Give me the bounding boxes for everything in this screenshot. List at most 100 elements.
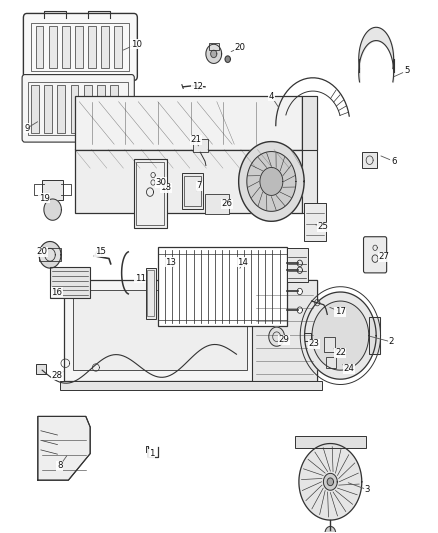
- Text: 22: 22: [335, 348, 346, 357]
- Circle shape: [45, 248, 55, 261]
- Circle shape: [39, 241, 61, 268]
- Bar: [184, 175, 201, 206]
- Circle shape: [297, 307, 302, 313]
- Bar: [31, 23, 130, 71]
- Text: 28: 28: [51, 371, 62, 380]
- Bar: [362, 152, 378, 168]
- Circle shape: [206, 44, 222, 63]
- Circle shape: [323, 473, 337, 490]
- Text: 26: 26: [221, 199, 232, 208]
- Bar: [88, 26, 96, 68]
- Bar: [145, 165, 161, 192]
- Bar: [75, 150, 302, 213]
- Circle shape: [297, 288, 302, 295]
- FancyBboxPatch shape: [22, 75, 134, 142]
- Circle shape: [299, 443, 362, 520]
- Text: 30: 30: [156, 178, 167, 187]
- Text: 1: 1: [148, 449, 154, 458]
- Text: 3: 3: [365, 485, 370, 494]
- Bar: [369, 317, 380, 354]
- Polygon shape: [38, 416, 90, 480]
- Circle shape: [269, 327, 285, 346]
- Bar: [326, 357, 336, 368]
- Bar: [114, 26, 122, 68]
- Bar: [182, 173, 203, 209]
- Text: 20: 20: [37, 247, 48, 256]
- Bar: [136, 163, 164, 225]
- Bar: [97, 85, 105, 133]
- Text: 21: 21: [191, 135, 202, 144]
- Circle shape: [312, 301, 369, 370]
- Bar: [28, 82, 128, 135]
- Bar: [39, 248, 61, 261]
- Polygon shape: [369, 317, 380, 354]
- Circle shape: [211, 50, 217, 58]
- Circle shape: [247, 151, 296, 212]
- Circle shape: [304, 292, 376, 379]
- Bar: [294, 436, 366, 448]
- Bar: [101, 26, 109, 68]
- Circle shape: [297, 260, 302, 266]
- Bar: [44, 85, 52, 133]
- Bar: [71, 85, 78, 133]
- Circle shape: [225, 56, 230, 62]
- Bar: [42, 180, 63, 200]
- Text: 16: 16: [51, 287, 62, 296]
- Bar: [31, 85, 39, 133]
- Bar: [304, 203, 326, 241]
- Text: 19: 19: [39, 194, 50, 203]
- Text: 17: 17: [335, 307, 346, 316]
- Circle shape: [44, 199, 61, 220]
- Text: 2: 2: [389, 337, 394, 346]
- Circle shape: [239, 142, 304, 221]
- Text: 9: 9: [24, 124, 30, 133]
- Bar: [57, 85, 65, 133]
- Circle shape: [260, 167, 283, 196]
- Bar: [158, 247, 287, 326]
- Text: 24: 24: [343, 364, 355, 373]
- Bar: [35, 26, 43, 68]
- Text: 13: 13: [166, 258, 177, 266]
- Circle shape: [325, 527, 336, 533]
- Bar: [73, 290, 247, 370]
- Text: 14: 14: [237, 258, 248, 266]
- Bar: [302, 96, 317, 213]
- Bar: [193, 139, 208, 152]
- Text: 15: 15: [95, 247, 106, 256]
- Text: 4: 4: [268, 92, 274, 101]
- Bar: [302, 96, 317, 150]
- Bar: [252, 280, 317, 381]
- Bar: [64, 280, 317, 381]
- Polygon shape: [302, 96, 317, 213]
- Text: 7: 7: [197, 181, 202, 190]
- Text: 25: 25: [318, 222, 328, 231]
- Text: 8: 8: [57, 462, 62, 470]
- Circle shape: [327, 478, 333, 486]
- Text: 5: 5: [404, 67, 410, 75]
- Text: 18: 18: [160, 183, 171, 192]
- Circle shape: [297, 267, 302, 273]
- Text: 20: 20: [234, 43, 245, 52]
- Bar: [287, 248, 307, 282]
- Bar: [146, 268, 155, 319]
- Bar: [60, 381, 321, 390]
- Bar: [75, 26, 83, 68]
- Text: 29: 29: [278, 335, 289, 344]
- Bar: [208, 43, 219, 50]
- Bar: [49, 266, 90, 298]
- FancyBboxPatch shape: [23, 13, 138, 80]
- Bar: [134, 159, 166, 228]
- Bar: [75, 96, 302, 150]
- Text: 6: 6: [391, 157, 396, 166]
- Text: 27: 27: [378, 253, 389, 261]
- Bar: [205, 194, 229, 214]
- Bar: [324, 337, 335, 352]
- Bar: [84, 85, 92, 133]
- Bar: [62, 26, 70, 68]
- Bar: [110, 85, 118, 133]
- Text: 11: 11: [135, 273, 146, 282]
- Text: 12: 12: [192, 82, 203, 91]
- Text: 23: 23: [309, 339, 320, 348]
- Bar: [49, 26, 57, 68]
- FancyBboxPatch shape: [364, 237, 387, 273]
